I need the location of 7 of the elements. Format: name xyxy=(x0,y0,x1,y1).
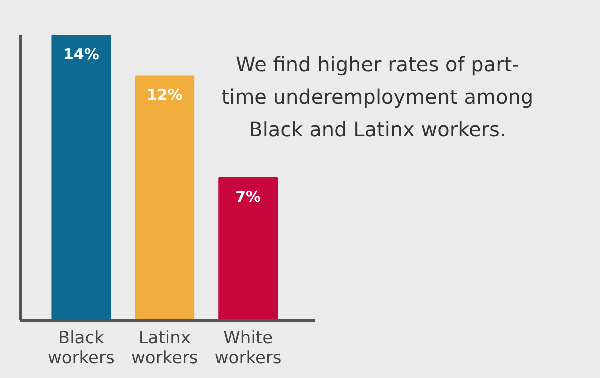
x-tick-label: White workers xyxy=(214,328,282,368)
data-label: 12% xyxy=(146,86,183,104)
x-tick-label: Latinx workers xyxy=(131,328,198,368)
data-label: 7% xyxy=(236,188,262,206)
x-tick-label: Black workers xyxy=(48,328,115,368)
data-label: 14% xyxy=(63,46,100,64)
text: We find higher rates of part-time underemployment among Black and Latinx workers. xyxy=(222,52,534,142)
